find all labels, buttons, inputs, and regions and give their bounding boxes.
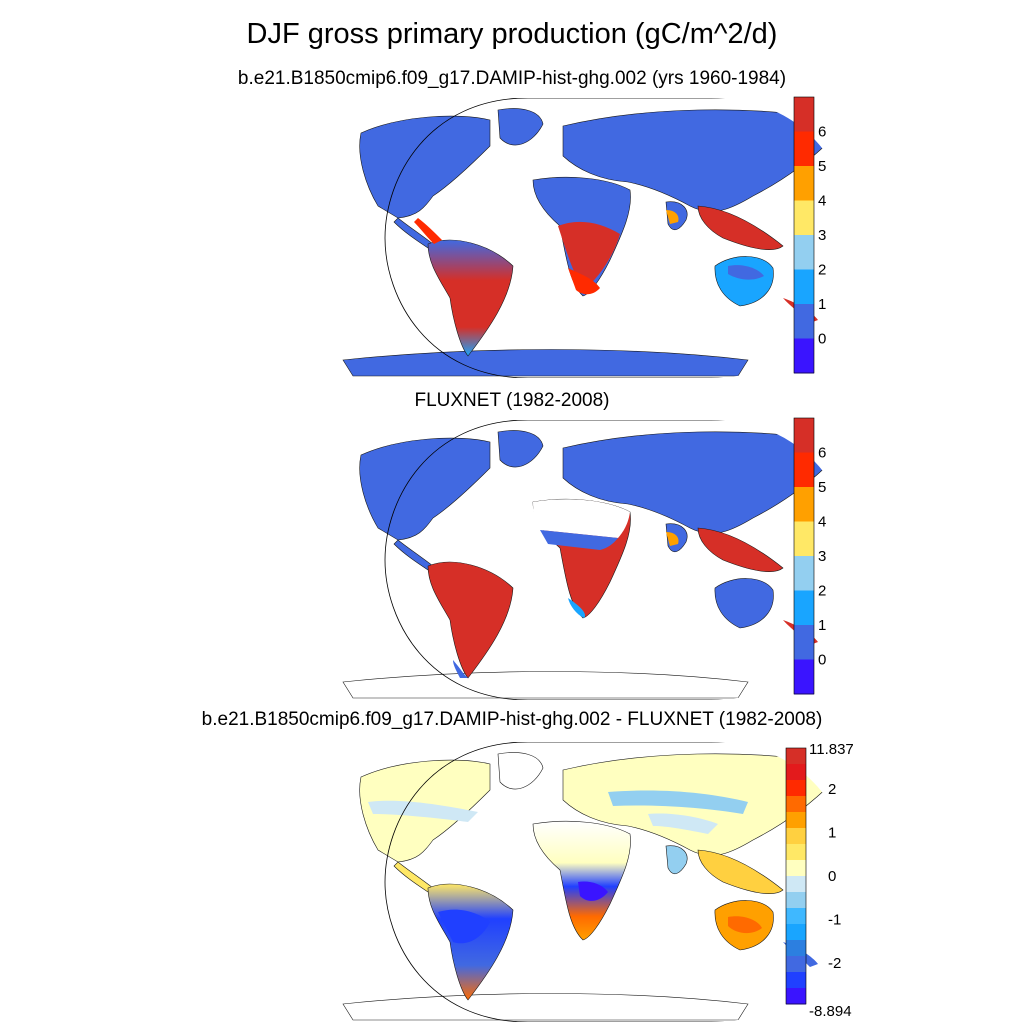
- colorbar-2-swatch: [794, 418, 814, 453]
- panel-1-subtitle: b.e21.B1850cmip6.f09_g17.DAMIP-hist-ghg.…: [237, 68, 787, 89]
- colorbar-3-swatch: [786, 876, 806, 893]
- colorbar-difference: 11.837 -8.894 2 1 0 -1 -2: [785, 741, 854, 1020]
- panel-2-map: [228, 420, 854, 700]
- colorbar-2-tick-label: 6: [818, 445, 826, 462]
- colorbar-3-swatch: [786, 940, 806, 957]
- panel-3-subtitle: b.e21.B1850cmip6.f09_g17.DAMIP-hist-ghg.…: [201, 709, 823, 730]
- colorbar-2-tick-label: 2: [818, 583, 826, 600]
- colorbar-1-swatch: [794, 166, 814, 201]
- colorbar-3-tick-label: 0: [828, 868, 836, 885]
- colorbar-2-tick-label: 4: [818, 514, 826, 531]
- colorbar-panel-1: 6 5 4 3 2 1 0: [793, 96, 826, 374]
- colorbar-2-tick-label: 3: [818, 548, 826, 565]
- colorbar-2-swatch: [794, 556, 814, 591]
- colorbar-2-swatch: [794, 625, 814, 660]
- colorbar-1-tick-label: 2: [818, 262, 826, 279]
- colorbar-2-swatch: [794, 452, 814, 488]
- colorbar-3-swatch: [786, 988, 806, 1005]
- panel-1-map: [228, 98, 854, 378]
- colorbar-3-swatch: [786, 828, 806, 845]
- panel-3-map: [228, 742, 854, 1022]
- colorbar-3-swatch: [786, 956, 806, 973]
- colorbar-2-tick-label: 1: [818, 617, 826, 634]
- colorbar-3-swatch: [786, 812, 806, 829]
- colorbar-3-swatch: [786, 844, 806, 861]
- panel-2-subtitle: FLUXNET (1982-2008): [414, 390, 610, 411]
- figure-title: DJF gross primary production (gC/m^2/d): [246, 18, 778, 50]
- colorbar-1-swatch: [794, 97, 814, 132]
- colorbar-3-min-label: -8.894: [809, 1003, 852, 1020]
- colorbar-3-swatch: [786, 924, 806, 941]
- colorbar-2-swatch: [794, 590, 814, 626]
- colorbar-1-tick-label: 1: [818, 296, 826, 313]
- colorbar-1-tick-label: 4: [818, 193, 826, 210]
- colorbar-2-swatch: [794, 659, 814, 695]
- colorbar-3-swatch: [786, 780, 806, 797]
- colorbar-3-swatch: [786, 796, 806, 813]
- colorbar-1-tick-label: 5: [818, 158, 826, 175]
- colorbar-1-swatch: [794, 200, 814, 236]
- colorbar-1-swatch: [794, 235, 814, 270]
- colorbar-1-tick-label: 6: [818, 124, 826, 141]
- colorbar-1-tick-label: 3: [818, 227, 826, 244]
- colorbar-1-swatch: [794, 338, 814, 374]
- colorbar-1-swatch: [794, 131, 814, 167]
- colorbar-3-swatch: [786, 892, 806, 909]
- colorbar-2-swatch: [794, 487, 814, 522]
- colorbar-3-tick-label: 2: [828, 781, 836, 798]
- colorbar-3-swatch: [786, 908, 806, 925]
- colorbar-1-swatch: [794, 269, 814, 305]
- colorbar-panel-2: 6 5 4 3 2 1 0: [793, 417, 826, 695]
- colorbar-3-max-label: 11.837: [809, 741, 854, 758]
- colorbar-1-tick-label: 0: [818, 331, 826, 348]
- colorbar-2-swatch: [794, 521, 814, 557]
- colorbar-3-tick-label: -1: [828, 911, 841, 928]
- colorbar-3-swatch: [786, 764, 806, 781]
- colorbar-3-tick-label: -2: [828, 955, 841, 972]
- colorbar-3-swatch: [786, 972, 806, 989]
- colorbar-2-tick-label: 5: [818, 479, 826, 496]
- colorbar-3-swatch: [786, 860, 806, 877]
- colorbar-1-swatch: [794, 304, 814, 339]
- colorbar-2-tick-label: 0: [818, 652, 826, 669]
- colorbar-3-tick-label: 1: [828, 825, 836, 842]
- colorbar-3-swatch: [786, 748, 806, 765]
